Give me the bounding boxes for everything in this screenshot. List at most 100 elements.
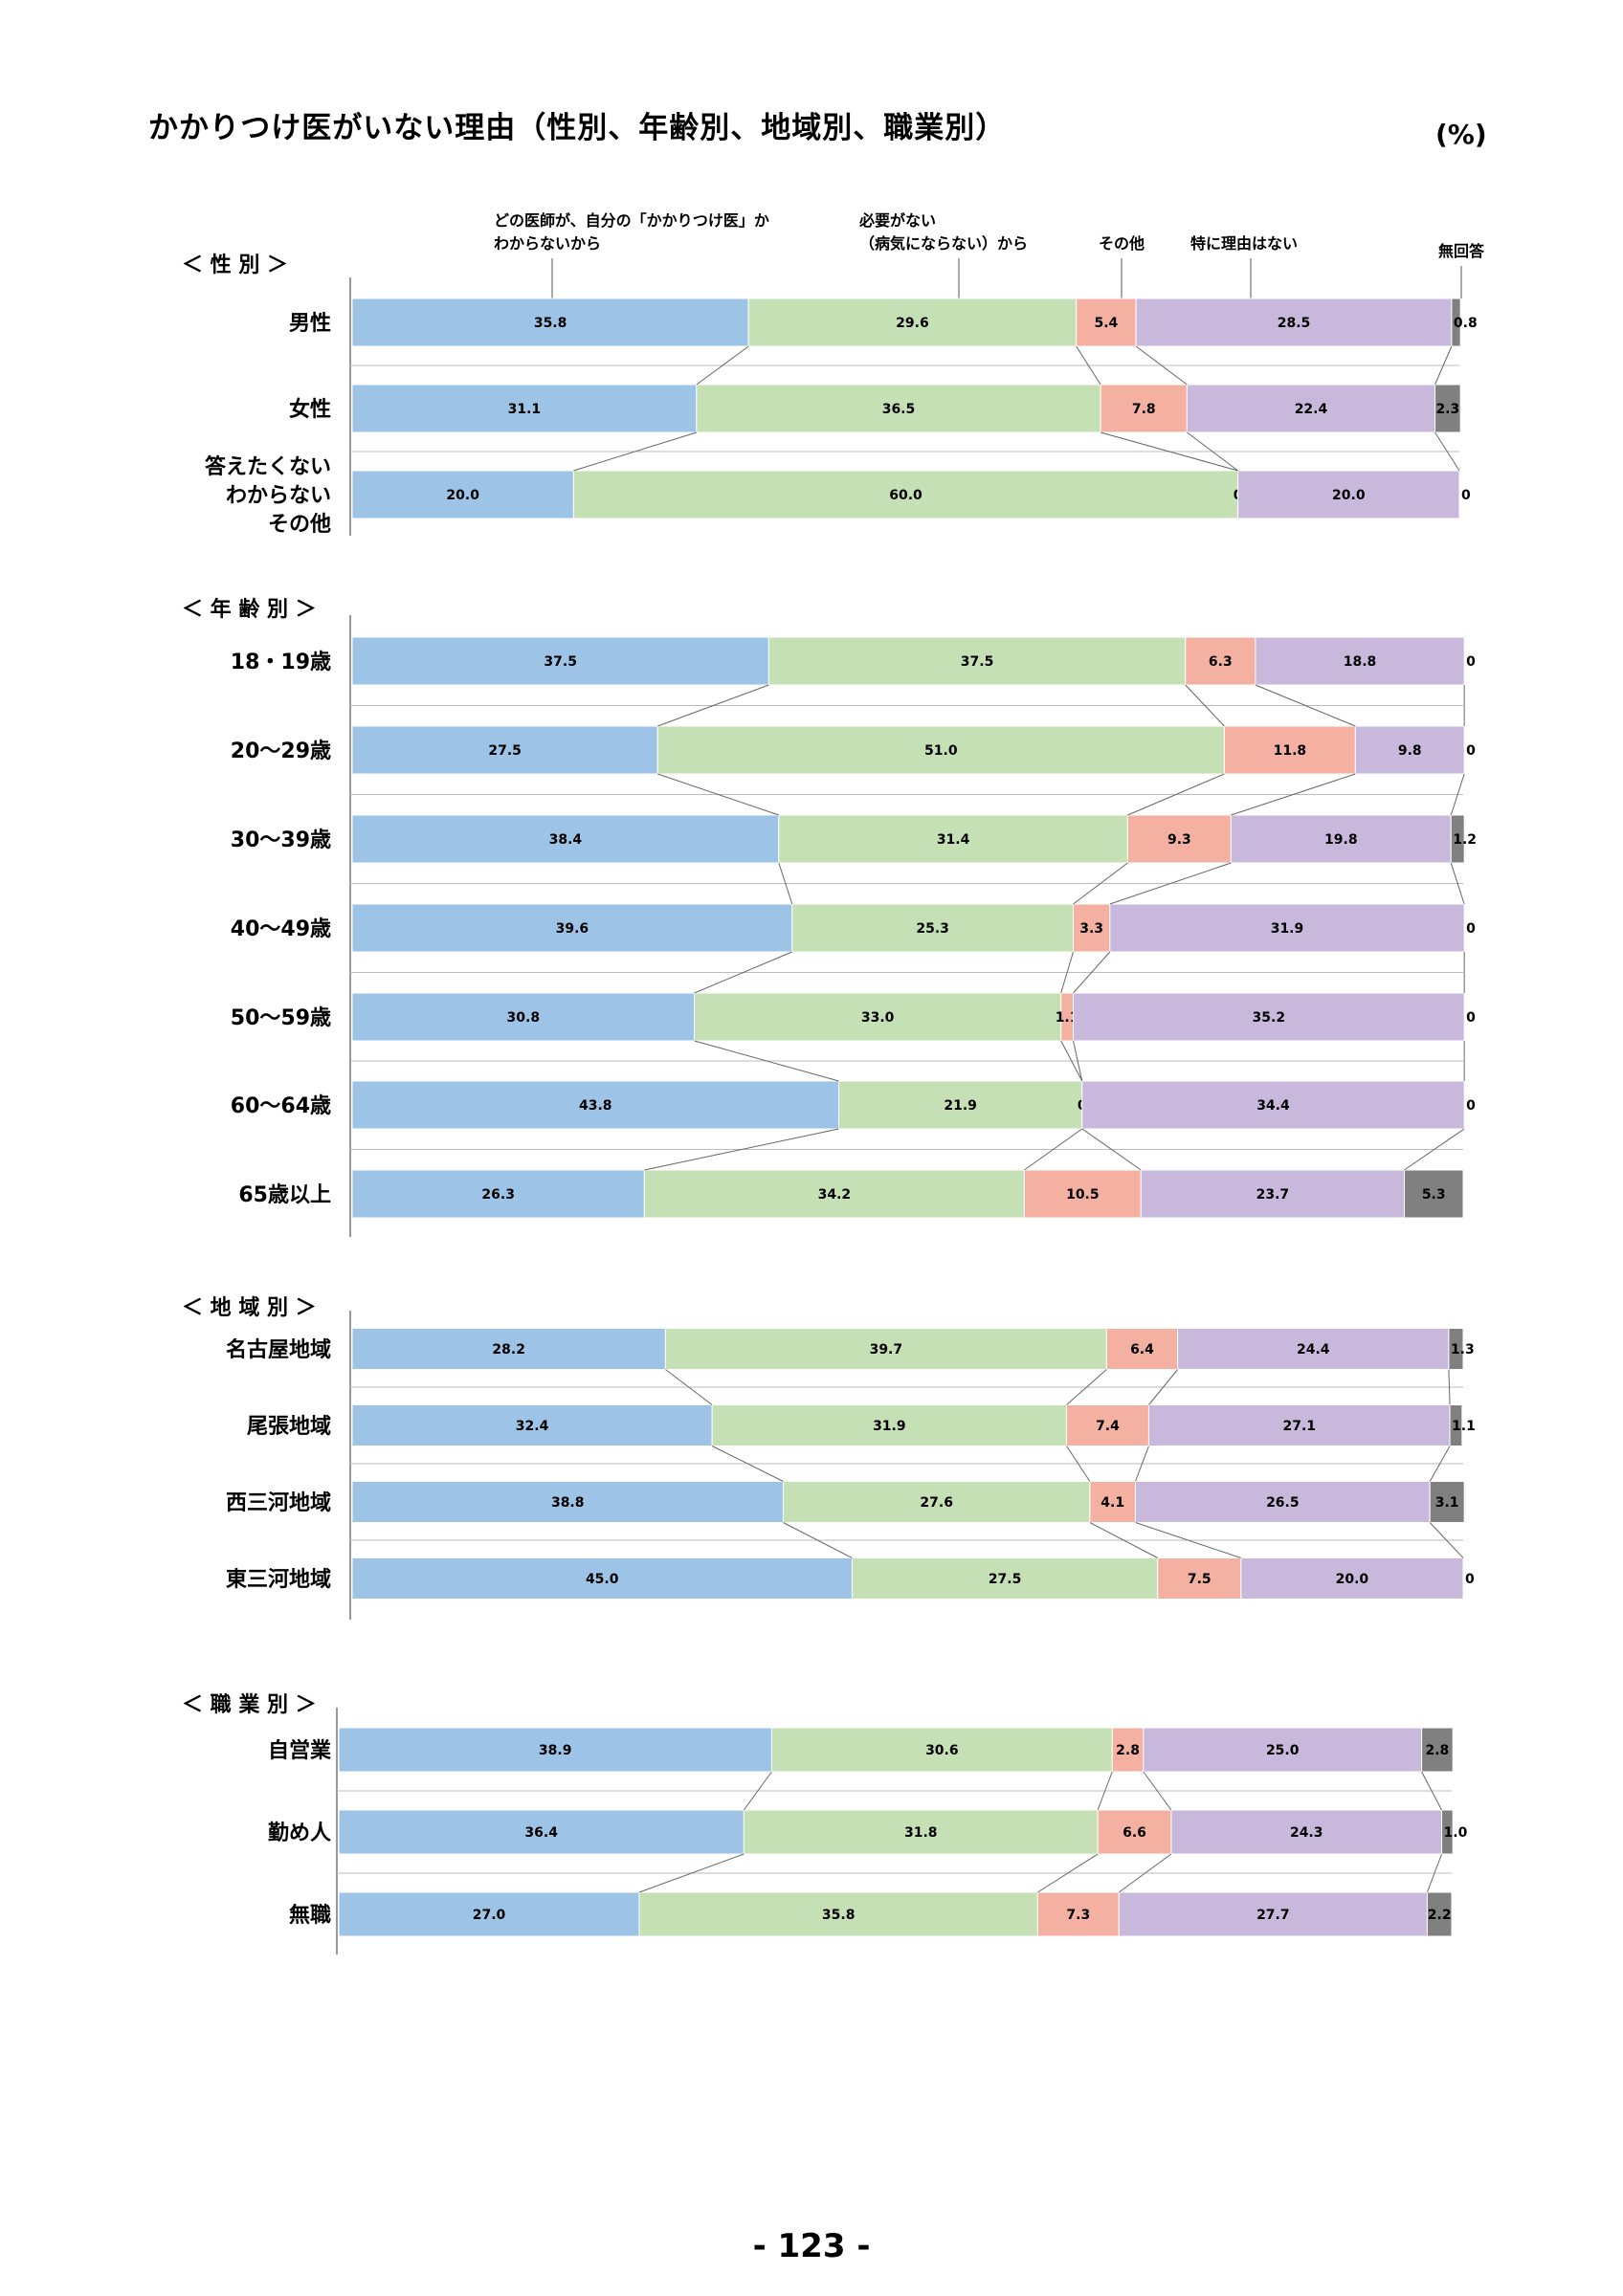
connector-line <box>1135 1446 1149 1482</box>
bar-segment-5 <box>1434 384 1461 433</box>
data-label: 34.4 <box>1256 1098 1290 1114</box>
connector-line <box>1037 1853 1099 1893</box>
category-label: 東三河地域 <box>226 1567 331 1592</box>
data-label: 36.4 <box>524 1825 558 1841</box>
data-label: 1.0 <box>1444 1825 1468 1841</box>
connector-line <box>1024 1128 1083 1171</box>
connector-line <box>711 1446 784 1482</box>
bar-segment-4 <box>1135 1481 1431 1523</box>
bar-segment-5 <box>1421 1727 1454 1773</box>
category-label: 自営業 <box>268 1738 332 1763</box>
connector-line <box>1135 1522 1241 1558</box>
bar-segment-2 <box>694 992 1062 1042</box>
category-label: 尾張地域 <box>247 1414 331 1439</box>
data-label: 0 <box>1466 743 1476 759</box>
data-label: 1.3 <box>1451 1342 1475 1358</box>
data-label: 27.6 <box>920 1495 953 1511</box>
connector-line <box>778 862 793 905</box>
bar-segment-4 <box>1140 1169 1405 1219</box>
data-label: 37.5 <box>961 654 994 670</box>
connector-line <box>1118 1853 1172 1893</box>
connector-line <box>1076 345 1101 386</box>
bar-segment-4 <box>1230 814 1452 864</box>
legend-label-4: 特に理由はない <box>1190 234 1298 253</box>
data-label: 35.8 <box>822 1908 856 1923</box>
data-label: 38.8 <box>551 1495 585 1511</box>
data-label: 33.0 <box>861 1010 895 1026</box>
connector-line <box>1434 345 1453 386</box>
bar-segment-3 <box>1097 1809 1172 1855</box>
connector-line <box>1434 431 1460 472</box>
data-label: 29.6 <box>896 316 929 331</box>
bar-segment-4 <box>1354 725 1465 775</box>
data-label: 43.8 <box>579 1098 612 1114</box>
connector-line <box>657 773 779 816</box>
data-label: 0.8 <box>1454 316 1478 331</box>
data-label: 6.4 <box>1130 1342 1154 1358</box>
bar-segment-5 <box>1448 1328 1464 1370</box>
data-label: 30.6 <box>925 1743 959 1758</box>
bar-segment-2 <box>572 470 1239 519</box>
data-label: 19.8 <box>1324 832 1358 848</box>
category-label: 名古屋地域 <box>226 1337 331 1362</box>
connector-line <box>1060 1040 1083 1082</box>
category-label: 40〜49歳 <box>231 917 331 941</box>
data-label: 2.2 <box>1428 1908 1452 1923</box>
bar-segment-2 <box>638 1891 1038 1937</box>
data-label: 0 <box>1466 1010 1476 1026</box>
connector-line <box>694 1040 839 1082</box>
bar-segment-4 <box>1135 298 1453 347</box>
bar-segment-5 <box>1441 1809 1454 1855</box>
data-label: 7.8 <box>1132 402 1156 417</box>
data-label: 4.1 <box>1101 1495 1124 1511</box>
data-label: 22.4 <box>1295 402 1328 417</box>
data-label: 5.4 <box>1095 316 1119 331</box>
data-label: 24.3 <box>1290 1825 1323 1841</box>
bar-segment-5 <box>1429 1481 1465 1523</box>
connector-line <box>1097 1771 1113 1811</box>
bar-segment-4 <box>1072 992 1465 1042</box>
connector-line <box>1231 773 1356 816</box>
data-label: 1.2 <box>1453 832 1477 848</box>
bar-segment-4 <box>1143 1727 1423 1773</box>
connector-line <box>1066 1446 1091 1482</box>
bar-segment-4 <box>1240 1557 1464 1600</box>
data-label: 18.8 <box>1344 654 1377 670</box>
connector-line <box>1100 431 1238 472</box>
bar-segment-4 <box>1147 1404 1451 1446</box>
data-label: 0 <box>1466 654 1476 670</box>
legend-label-1: わからないから <box>494 234 601 253</box>
data-label: 2.8 <box>1116 1743 1140 1758</box>
data-label: 0 <box>1465 1572 1475 1587</box>
bar-segment-1 <box>351 1404 713 1446</box>
data-label: 6.6 <box>1123 1825 1146 1841</box>
bar-segment-3 <box>1066 1404 1149 1446</box>
bar-segment-1 <box>351 1557 853 1600</box>
connector-line <box>1109 862 1232 905</box>
legend-label-2: 必要がない <box>858 211 936 230</box>
data-label: 60.0 <box>889 488 923 503</box>
connector-line <box>638 1853 745 1893</box>
connector-line <box>1448 1369 1451 1405</box>
bar-segment-2 <box>782 1481 1091 1523</box>
category-label: 勤め人 <box>268 1821 331 1845</box>
data-label: 9.3 <box>1167 832 1191 848</box>
bar-segment-1 <box>351 1481 784 1523</box>
group-label: ＜ 年 齢 別 ＞ <box>182 597 317 622</box>
group-label: ＜ 職 業 別 ＞ <box>182 1692 317 1717</box>
category-label: 50〜59歳 <box>231 1006 331 1030</box>
bar-segment-4 <box>1186 384 1436 433</box>
bar-segment-4 <box>1081 1080 1465 1130</box>
data-label: 0 <box>1461 488 1471 503</box>
data-label: 10.5 <box>1066 1187 1100 1203</box>
category-label: 無職 <box>289 1903 331 1928</box>
connector-line <box>1450 773 1465 816</box>
bar-segment-1 <box>351 636 769 686</box>
data-label: 39.7 <box>870 1342 903 1358</box>
bar-segment-3 <box>1036 1891 1120 1937</box>
data-label: 37.5 <box>544 654 577 670</box>
category-label: 30〜39歳 <box>231 828 331 852</box>
connector-line <box>1073 1040 1083 1082</box>
data-label: 30.8 <box>507 1010 541 1026</box>
bar-segment-1 <box>351 725 658 775</box>
